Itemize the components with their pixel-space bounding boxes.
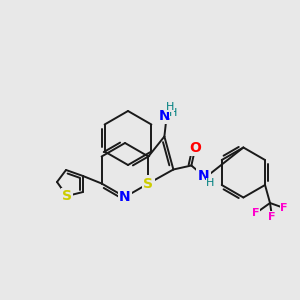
Text: N: N: [119, 190, 131, 204]
Text: H: H: [169, 107, 178, 118]
Text: N: N: [159, 109, 170, 122]
Text: S: S: [62, 189, 72, 203]
Text: N: N: [198, 169, 209, 184]
Text: F: F: [280, 203, 288, 213]
Text: F: F: [268, 212, 276, 222]
Text: H: H: [206, 178, 214, 188]
Text: F: F: [252, 208, 260, 218]
Text: H: H: [165, 101, 174, 112]
Text: S: S: [143, 176, 153, 190]
Text: O: O: [189, 140, 201, 154]
